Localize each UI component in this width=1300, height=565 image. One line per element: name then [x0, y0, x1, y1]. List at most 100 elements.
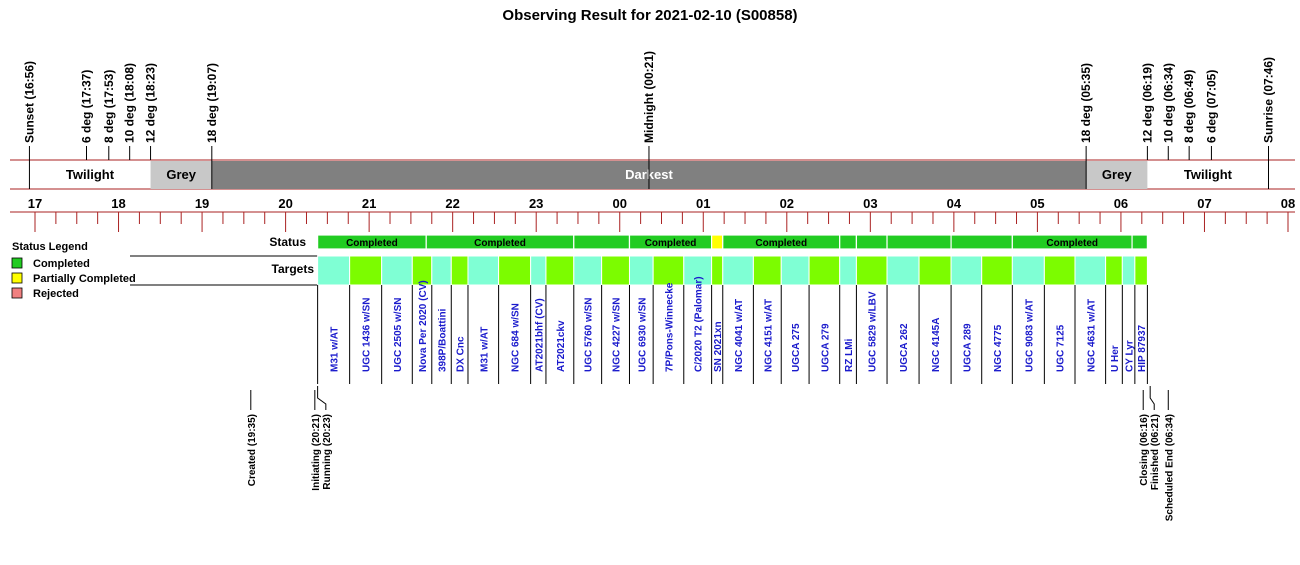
legend-title: Status Legend [12, 241, 88, 253]
target-name-ugc-5760-w-sn: UGC 5760 w/SN [584, 298, 595, 372]
status-block-label: Completed [645, 238, 697, 249]
legend-label-rejected: Rejected [33, 288, 79, 300]
hour-tick-label: 18 [111, 196, 125, 211]
observation-event-closing-06-16: Closing (06:16) [1139, 414, 1150, 486]
target-name-at2021ckv: AT2021ckv [556, 320, 567, 372]
target-block [752, 255, 782, 286]
event-label-8-deg-06-49: 8 deg (06:49) [1182, 70, 1196, 143]
target-block [573, 255, 603, 286]
legend-swatch-partially-completed [11, 272, 23, 284]
target-block [981, 255, 1013, 286]
target-block [628, 255, 654, 286]
hour-tick-label: 08 [1281, 196, 1295, 211]
target-name-ugca-289: UGCA 289 [962, 323, 973, 372]
observation-event-initiating-20-21: Initiating (20:21) [311, 414, 322, 491]
target-name-ngc-4227-w-sn: NGC 4227 w/SN [612, 298, 623, 372]
target-name-ngc-4631-w-at: NGC 4631 w/AT [1086, 299, 1097, 372]
target-block [1043, 255, 1076, 286]
target-name-cy-lyr: CY Lyr [1125, 340, 1136, 372]
hour-tick-label: 22 [445, 196, 459, 211]
target-block [1074, 255, 1107, 286]
event-label-8-deg-17-53: 8 deg (17:53) [102, 70, 116, 143]
hour-tick-label: 17 [28, 196, 42, 211]
sky-label-grey: Grey [1102, 167, 1132, 182]
observation-event-leader [1149, 386, 1155, 410]
target-name-dx-cnc: DX Cnc [456, 336, 467, 372]
event-label-10-deg-18-08: 10 deg (18:08) [123, 63, 137, 143]
target-name-nova-per-2020-cv: Nova Per 2020 (CV) [418, 280, 429, 372]
observation-event-created-19-35: Created (19:35) [247, 414, 258, 486]
status-block-completed [950, 234, 1013, 250]
target-block [652, 255, 685, 286]
status-block-partial [711, 234, 724, 250]
target-name-ngc-4151-w-at: NGC 4151 w/AT [763, 299, 774, 372]
target-block [1121, 255, 1136, 286]
hour-tick-label: 04 [947, 196, 962, 211]
hour-tick-label: 06 [1114, 196, 1128, 211]
target-name-ugca-275: UGCA 275 [791, 323, 802, 372]
legend-label-completed: Completed [33, 258, 90, 270]
sky-segment-grey [150, 161, 212, 189]
hour-tick-label: 19 [195, 196, 209, 211]
event-label-6-deg-17-37: 6 deg (17:37) [80, 70, 94, 143]
target-name-ngc-4775: NGC 4775 [993, 324, 1004, 372]
event-label-midnight-00-21: Midnight (00:21) [642, 51, 656, 143]
target-name-ugc-5829-w-lbv: UGC 5829 w/LBV [868, 291, 879, 372]
target-block [808, 255, 841, 286]
status-block-completed [886, 234, 952, 250]
hour-tick-label: 21 [362, 196, 376, 211]
status-block-label: Completed [346, 238, 398, 249]
target-name-c-2020-t2-palomar: C/2020 T2 (Palomar) [694, 276, 705, 372]
sky-label-twilight: Twilight [1184, 167, 1233, 182]
target-name-ugc-1436-w-sn: UGC 1436 w/SN [362, 298, 373, 372]
observation-events: Created (19:35) Initiating (20:21) Running… [247, 386, 1175, 521]
target-name-m31-w-at: M31 w/AT [479, 327, 490, 372]
hour-tick-label: 20 [278, 196, 292, 211]
legend-label-partially-completed: Partially Completed [33, 273, 136, 285]
target-block [349, 255, 383, 286]
target-name-ugc-6930-w-sn: UGC 6930 w/SN [637, 298, 648, 372]
target-name-ugca-262: UGCA 262 [899, 323, 910, 372]
target-block [498, 255, 532, 286]
target-name-ngc-684-w-sn: NGC 684 w/SN [511, 303, 522, 372]
target-block [683, 255, 713, 286]
event-label-10-deg-06-34: 10 deg (06:34) [1161, 63, 1175, 143]
target-block [530, 255, 547, 286]
target-block [381, 255, 413, 286]
event-label-6-deg-07-05: 6 deg (07:05) [1204, 70, 1218, 143]
targets-row: M31 w/AT UGC 1436 w/SN UGC 2505 w/SN Nova P… [317, 255, 1148, 384]
targets-row-label: Targets [272, 262, 315, 276]
sky-events: Sunset (16:56) 6 deg (17:37) 8 deg (17:53)… [22, 51, 1276, 189]
target-name-m31-w-at: M31 w/AT [330, 327, 341, 372]
event-label-18-deg-05-35: 18 deg (05:35) [1079, 63, 1093, 143]
sky-segment-grey [1086, 161, 1148, 189]
target-block [545, 255, 575, 286]
chart-title: Observing Result for 2021-02-10 (S00858) [502, 7, 797, 24]
legend-swatch-rejected [11, 287, 23, 299]
target-name-ngc-4041-w-at: NGC 4041 w/AT [734, 299, 745, 372]
target-block [918, 255, 952, 286]
target-block [886, 255, 920, 286]
target-block [450, 255, 469, 286]
observation-event-finished-06-21: Finished (06:21) [1150, 414, 1161, 490]
observation-event-scheduled-end-06-34: Scheduled End (06:34) [1164, 414, 1175, 521]
target-block [431, 255, 452, 286]
target-block [722, 255, 754, 286]
target-name-ugc-7125: UGC 7125 [1056, 324, 1067, 372]
legend-swatch-completed [11, 257, 23, 269]
hour-tick-label: 05 [1030, 196, 1044, 211]
sky-label-twilight: Twilight [66, 167, 115, 182]
hour-tick-label: 01 [696, 196, 710, 211]
status-legend: Status Legend Completed Partially Complet… [11, 241, 136, 300]
status-block-label: Completed [1046, 238, 1098, 249]
observation-event-leader [317, 386, 327, 410]
sky-condition-bar: Twilight Grey Darkest Grey Twilight [10, 159, 1295, 190]
hour-tick-label: 02 [780, 196, 794, 211]
target-name-7p-pons-winnecke: 7P/Pons-Winnecke [664, 282, 675, 372]
event-label-18-deg-19-07: 18 deg (19:07) [205, 63, 219, 143]
target-name-hip-87937: HIP 87937 [1137, 324, 1148, 372]
event-label-sunset-16-56: Sunset (16:56) [22, 61, 36, 143]
status-row: Completed Completed Completed Completed Comp… [317, 234, 1148, 250]
